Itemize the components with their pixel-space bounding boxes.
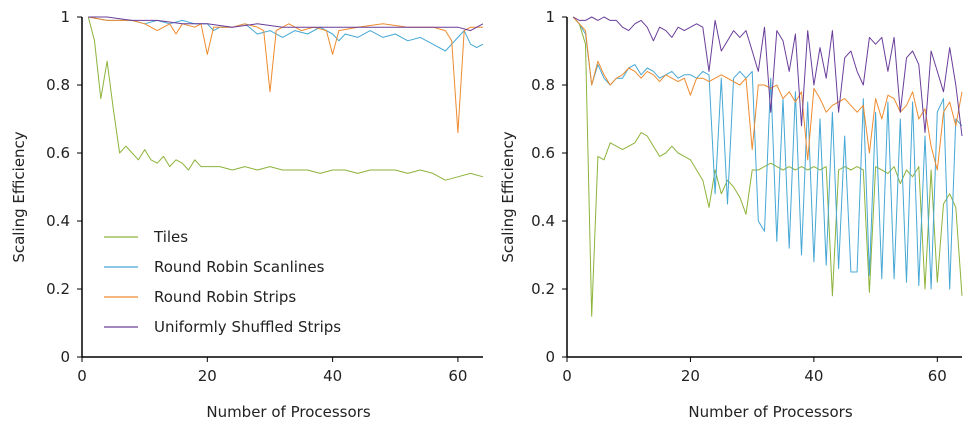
left-series-line-3 [88,16,484,32]
right-x-tick-label-2: 40 [804,367,823,385]
left-y-tick-label-4: 0.8 [46,76,70,94]
right-series-line-1 [572,16,963,290]
left-y-tick-label-5: 1 [60,8,70,26]
chart-left-svg: 0 20 40 60 0 0.2 0.4 0.6 0.8 1 Number of Processor… [10,8,484,421]
right-x-axis-label: Number of Processors [688,403,852,421]
left-legend-label-1: Round Robin Scanlines [154,258,325,276]
left-y-tick-label-0: 0 [60,348,70,366]
right-x-tick-label-3: 60 [928,367,947,385]
left-legend-label-2: Round Robin Strips [154,288,296,306]
right-y-tick-label-3: 0.6 [531,144,555,162]
right-x-tick-label-0: 0 [562,367,572,385]
right-series-line-3 [572,16,963,137]
chart-right-svg: 0 20 40 60 0 0.2 0.4 0.6 0.8 1 Number of Processor… [499,8,963,421]
right-series-line-2 [572,16,963,171]
right-y-tick-label-0: 0 [545,348,555,366]
left-legend: Tiles Round Robin Scanlines Round Robin St… [104,228,341,336]
right-y-tick-label-1: 0.2 [531,280,555,298]
right-x-tick-label-1: 20 [681,367,700,385]
left-series-line-0 [87,16,484,181]
right-y-tick-label-2: 0.4 [531,212,555,230]
left-series-line-2 [88,16,483,134]
left-y-tick-label-3: 0.6 [46,144,70,162]
left-y-tick-label-1: 0.2 [46,280,70,298]
right-y-tick-label-5: 1 [545,8,555,26]
left-x-tick-label-0: 0 [77,367,87,385]
left-series-line-1 [88,16,484,52]
left-x-tick-label-1: 20 [198,367,217,385]
left-x-axis-label: Number of Processors [206,403,370,421]
right-y-tick-label-4: 0.8 [531,76,555,94]
left-y-axis-label: Scaling Efficiency [10,131,28,262]
right-y-axis-label: Scaling Efficiency [499,131,517,262]
left-x-tick-label-3: 60 [448,367,467,385]
left-x-tick-label-2: 40 [323,367,342,385]
left-legend-label-3: Uniformly Shuffled Strips [154,318,341,336]
left-legend-label-0: Tiles [153,228,188,246]
chart-right: 0 20 40 60 0 0.2 0.4 0.6 0.8 1 Number of Processor… [489,0,978,431]
left-y-tick-label-2: 0.4 [46,212,70,230]
chart-left: 0 20 40 60 0 0.2 0.4 0.6 0.8 1 Number of Processor… [10,8,484,421]
